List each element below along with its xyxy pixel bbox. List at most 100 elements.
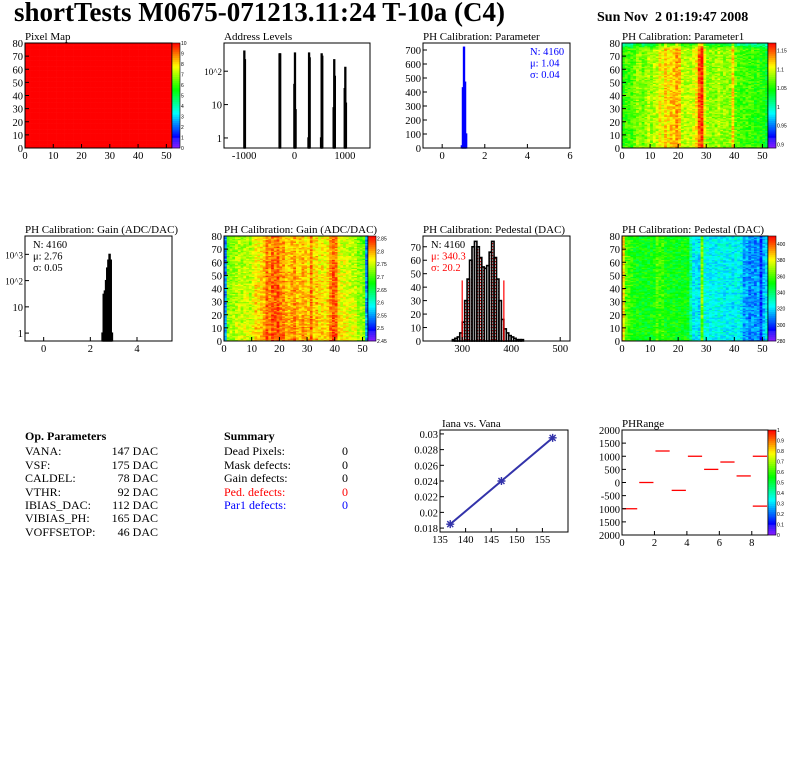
heatmap-cell bbox=[98, 71, 102, 74]
heatmap-cell bbox=[70, 127, 74, 129]
heatmap-cell bbox=[129, 112, 133, 115]
heatmap-cell bbox=[53, 146, 57, 149]
heatmap-cell bbox=[67, 87, 71, 90]
heatmap-cell bbox=[75, 69, 80, 71]
heatmap-cell bbox=[157, 109, 161, 112]
heatmap-cell bbox=[115, 102, 119, 104]
heatmap-cell bbox=[73, 102, 77, 104]
heatmap-cell bbox=[53, 144, 57, 146]
heatmap-cell bbox=[638, 136, 642, 138]
heatmap-cell bbox=[112, 134, 116, 137]
heatmap-cell bbox=[39, 85, 43, 87]
heatmap-cell bbox=[75, 81, 80, 83]
heatmap-cell bbox=[53, 70, 57, 73]
heatmap-cell bbox=[33, 129, 37, 132]
heatmap-cell bbox=[146, 77, 150, 79]
heatmap-cell bbox=[143, 49, 147, 52]
heatmap-cell bbox=[92, 75, 96, 78]
heatmap-cell bbox=[143, 85, 147, 87]
timestamp: Sun Nov 2 01:19:47 2008 bbox=[597, 10, 749, 25]
heatmap-cell bbox=[636, 50, 640, 53]
heatmap-cell bbox=[53, 52, 57, 54]
heatmap-cell bbox=[39, 74, 43, 77]
heatmap-cell bbox=[152, 78, 156, 81]
heatmap-cell bbox=[121, 98, 125, 100]
heatmap-cell bbox=[622, 46, 626, 49]
heatmap-cell bbox=[78, 44, 82, 46]
heatmap-cell bbox=[90, 57, 94, 60]
heatmap-cell bbox=[109, 134, 113, 137]
heatmap-cell bbox=[81, 92, 85, 95]
heatmap-cell bbox=[166, 81, 170, 83]
heatmap-cell bbox=[157, 64, 161, 66]
heatmap-cell bbox=[64, 144, 68, 146]
palette-label: 4 bbox=[181, 104, 184, 110]
heatmap-cell bbox=[138, 137, 142, 140]
heatmap-cell bbox=[87, 87, 91, 90]
heatmap-cell bbox=[90, 121, 94, 124]
heatmap-cell bbox=[92, 91, 96, 94]
heatmap-cell bbox=[163, 124, 167, 126]
heatmap-cell bbox=[633, 81, 637, 83]
heatmap-cell bbox=[633, 146, 637, 149]
heatmap-cell bbox=[132, 69, 136, 71]
heatmap-cell bbox=[39, 113, 43, 116]
heatmap-cell bbox=[123, 90, 128, 92]
heatmap-cell bbox=[146, 145, 150, 147]
heatmap-cell bbox=[126, 70, 130, 73]
heatmap-cell bbox=[78, 50, 82, 53]
heatmap-cell bbox=[138, 99, 142, 102]
heatmap-cell bbox=[67, 60, 71, 62]
heatmap-cell bbox=[624, 77, 628, 79]
heatmap-cell bbox=[104, 142, 108, 145]
heatmap-cell bbox=[140, 98, 145, 100]
heatmap-cell bbox=[92, 123, 96, 125]
heatmap-cell bbox=[95, 64, 99, 66]
heatmap-cell bbox=[33, 142, 37, 145]
heatmap-cell bbox=[61, 53, 65, 56]
heatmap-cell bbox=[624, 57, 628, 60]
heatmap-cell bbox=[121, 138, 125, 141]
heatmap-cell bbox=[624, 145, 628, 147]
heatmap-cell bbox=[152, 100, 156, 103]
heatmap-cell bbox=[75, 124, 80, 126]
heatmap-cell bbox=[624, 128, 628, 130]
heatmap-cell bbox=[157, 92, 161, 95]
heatmap-cell bbox=[636, 141, 640, 144]
heatmap-cell bbox=[123, 79, 128, 82]
heatmap-cell bbox=[27, 108, 31, 111]
heatmap-cell bbox=[135, 108, 139, 111]
heatmap-cell bbox=[101, 43, 105, 45]
heatmap-cell bbox=[143, 62, 147, 65]
heatmap-cell bbox=[50, 96, 54, 99]
heatmap-cell bbox=[146, 71, 150, 74]
heatmap-cell bbox=[33, 45, 37, 48]
heatmap-cell bbox=[622, 138, 626, 141]
heatmap-cell bbox=[135, 95, 139, 98]
heatmap-cell bbox=[81, 133, 85, 136]
heatmap-cell bbox=[25, 67, 29, 70]
heatmap-cell bbox=[636, 104, 640, 107]
heatmap-cell bbox=[44, 128, 48, 130]
heatmap-cell bbox=[73, 132, 77, 134]
heatmap-cell bbox=[30, 102, 34, 104]
heatmap-cell bbox=[33, 146, 37, 149]
heatmap-cell bbox=[36, 88, 40, 91]
heatmap-cell bbox=[39, 45, 43, 48]
heatmap-cell bbox=[143, 108, 147, 111]
heatmap-cell bbox=[33, 111, 37, 113]
heatmap-cell bbox=[61, 75, 65, 78]
heatmap-cell bbox=[81, 57, 85, 60]
heatmap-cell bbox=[39, 54, 43, 57]
heatmap-cell bbox=[146, 64, 150, 66]
heatmap-cell bbox=[138, 54, 142, 57]
heatmap-cell bbox=[123, 62, 128, 65]
heatmap-cell bbox=[169, 123, 173, 125]
heatmap-cell bbox=[58, 44, 63, 46]
heatmap-cell bbox=[50, 56, 54, 58]
heatmap-cell bbox=[92, 94, 96, 96]
heatmap-cell bbox=[27, 62, 31, 65]
heatmap-cell bbox=[121, 112, 125, 115]
heatmap-cell bbox=[118, 140, 122, 142]
heatmap-cell bbox=[50, 129, 54, 132]
